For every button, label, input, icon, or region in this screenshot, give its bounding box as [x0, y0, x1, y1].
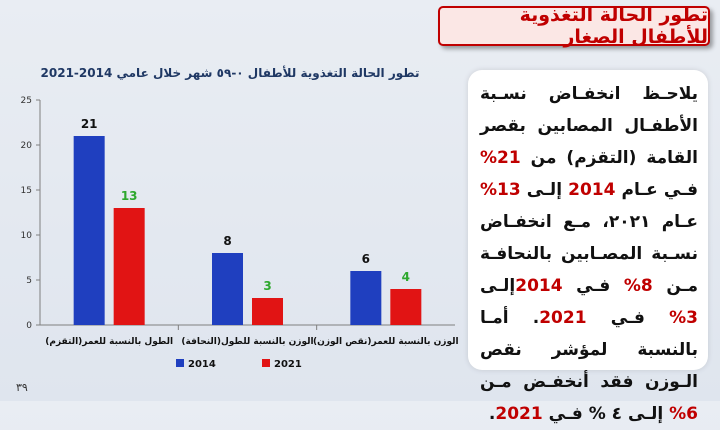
data-label: 3 — [263, 279, 271, 293]
data-label: 21 — [81, 117, 98, 131]
highlight-value: 6% — [669, 404, 698, 424]
legend-swatch — [262, 359, 270, 367]
y-tick-label: 15 — [21, 186, 32, 196]
bar — [212, 253, 243, 325]
text-segment: فـي عـام — [615, 180, 699, 200]
legend-swatch — [176, 359, 184, 367]
page-number: ٣٩ — [16, 381, 28, 394]
highlight-value: 21% — [480, 148, 521, 168]
bar — [350, 271, 382, 325]
highlight-value: 8% — [623, 276, 653, 296]
highlight-value: 13% — [480, 180, 521, 200]
data-label: 4 — [402, 270, 410, 284]
highlight-value: 2021 — [495, 404, 543, 424]
text-segment: يلاحـظ انخفـاض نسـبة الأطفـال المصابين ب… — [480, 84, 698, 168]
text-segment: إلـى — [520, 180, 569, 200]
legend-label: 2021 — [274, 359, 302, 370]
data-label: 13 — [121, 189, 138, 203]
bar — [252, 298, 283, 325]
text-segment: فـي — [562, 276, 624, 296]
text-segment: إلـى — [480, 276, 516, 296]
text-segment: فـي — [586, 308, 670, 328]
summary-panel — [468, 70, 708, 370]
data-label: 6 — [362, 252, 370, 266]
y-tick-label: 20 — [21, 141, 33, 151]
text-segment: عـام ٢٠٢١، مـع انخفـاض نسـبة المصـابين ب… — [480, 212, 698, 296]
category-label: الوزن بالنسبة للعمر(نقص الوزن) — [313, 337, 459, 347]
highlight-value: 3% — [669, 308, 698, 328]
chart-bars — [73, 136, 422, 325]
y-tick-label: 25 — [21, 96, 32, 106]
highlight-value: 2014 — [515, 276, 563, 296]
chart-labels: 21 13 الطول بالنسبة للعمر(التقزم) 8 3 الوزن ب… — [45, 117, 458, 347]
chart-title: تطور الحالة التغذوية للأطفال ٠-٥٩ شهر خل… — [40, 66, 420, 80]
highlight-value: 2021 — [539, 308, 587, 328]
chart-legend: 2014 2021 — [176, 359, 302, 370]
bar — [390, 289, 422, 325]
text-segment: . أمـا بالنسبة لمؤشر نقص الـوزن فقد أنخف… — [480, 308, 698, 392]
y-tick-label: 10 — [21, 231, 33, 241]
y-tick-label: 0 — [26, 321, 32, 331]
category-label: الوزن بالنسبة للطول(النحافة) — [181, 337, 313, 347]
slide-title: تطور الحالة التغذوية للأطفال الصغار — [438, 4, 710, 48]
category-label: الطول بالنسبة للعمر(التقزم) — [45, 337, 173, 347]
data-label: 8 — [223, 234, 231, 248]
bar — [73, 136, 105, 325]
chart-axes: 0 5 10 15 20 25 — [21, 96, 455, 331]
bar-chart: 0 5 10 15 20 25 21 13 الطول بالنسبة للعمر(التقز… — [21, 96, 459, 370]
highlight-value: 2014 — [568, 180, 616, 200]
y-tick-label: 5 — [26, 276, 32, 286]
bar — [113, 208, 145, 325]
summary-text: يلاحـظ انخفـاض نسـبة الأطفـال المصابين ب… — [480, 78, 698, 430]
text-segment: إلـى ٤ % فـي — [542, 404, 670, 424]
legend-label: 2014 — [188, 359, 216, 370]
